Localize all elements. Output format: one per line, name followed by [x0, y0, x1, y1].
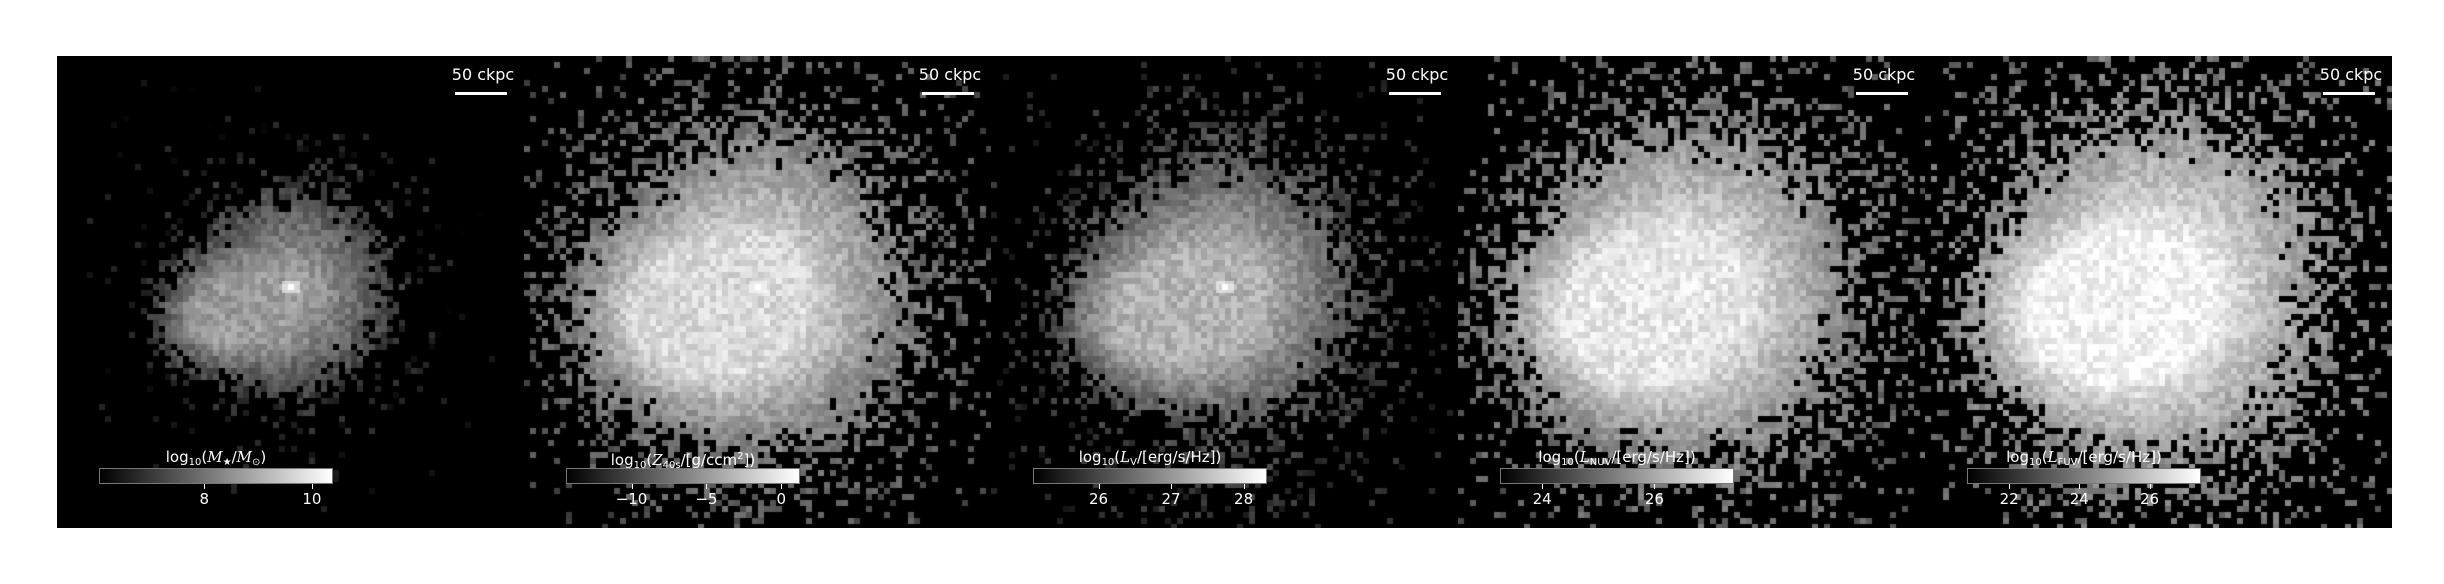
panel-nuv-luminosity: 50 ckpc log10(LNUV/[erg/s/Hz]) 24 26: [1458, 56, 1925, 528]
colorbar-tick: [2149, 484, 2151, 489]
stellar-mass-map-image: [57, 56, 524, 528]
colorbar-tick: [1654, 484, 1656, 489]
scale-bar: [2323, 92, 2375, 95]
panel-stellar-mass: 50 ckpc log10(M★/M⊙) 8 10: [57, 56, 524, 528]
metal-density-map-image: [524, 56, 991, 528]
colorbar-label: log10(M★/M⊙): [165, 448, 267, 468]
scale-bar: [1389, 92, 1441, 95]
colorbar-tick-label: 27: [1161, 490, 1181, 508]
colorbar-tick: [2009, 484, 2011, 489]
colorbar-tick: [204, 484, 206, 489]
panel-fuv-luminosity: 50 ckpc log10(LFUV/[erg/s/Hz]) 22 24 26: [1925, 56, 2392, 528]
v-luminosity-map-image: [991, 56, 1458, 528]
colorbar-label: log10(LV/[erg/s/Hz]): [1078, 448, 1222, 468]
panel-metals: 50 ckpc log10(Z40s/[g/ccm2]) −10 −5 0: [524, 56, 991, 528]
colorbar-label: log10(Z40s/[g/ccm2]): [610, 451, 756, 471]
scale-bar-label: 50 ckpc: [1852, 65, 1916, 84]
scale-bar: [455, 92, 507, 95]
colorbar-label: log10(LFUV/[erg/s/Hz]): [2006, 448, 2162, 468]
colorbar-tick-label: 26: [2139, 490, 2160, 508]
colorbar-tick: [1098, 484, 1100, 489]
scale-bar-label: 50 ckpc: [918, 65, 982, 84]
colorbar-tick-label: −5: [695, 490, 718, 508]
colorbar-tick: [1243, 484, 1245, 489]
colorbar-tick-label: 0: [776, 490, 787, 508]
colorbar-tick: [1542, 484, 1544, 489]
panel-v-luminosity: 50 ckpc log10(LV/[erg/s/Hz]) 26 27 28: [991, 56, 1458, 528]
colorbar: [1500, 468, 1734, 484]
colorbar-tick-label: 28: [1234, 490, 1254, 508]
colorbar-tick-label: 26: [1644, 490, 1664, 508]
scale-bar: [922, 92, 974, 95]
colorbar-tick-label: 10: [302, 490, 322, 508]
nuv-luminosity-map-image: [1458, 56, 1925, 528]
scale-bar-label: 50 ckpc: [2319, 65, 2383, 84]
colorbar: [1033, 468, 1267, 484]
fuv-luminosity-map-image: [1925, 56, 2392, 528]
colorbar-tick-label: 26: [1088, 490, 1109, 508]
colorbar-tick: [631, 484, 633, 489]
colorbar-tick: [311, 484, 313, 489]
figure-canvas: 50 ckpc log10(M★/M⊙) 8 10 50 ckpc log10(…: [57, 56, 2392, 528]
colorbar-tick: [781, 484, 783, 489]
colorbar-tick: [706, 484, 708, 489]
colorbar-tick-label: 22: [1999, 490, 2019, 508]
colorbar: [1967, 468, 2201, 484]
colorbar-tick-label: 24: [1532, 490, 1552, 508]
scale-bar: [1856, 92, 1908, 95]
colorbar: [566, 468, 800, 484]
colorbar-label: log10(LNUV/[erg/s/Hz]): [1538, 448, 1696, 468]
colorbar-tick: [1171, 484, 1173, 489]
colorbar-tick-label: 24: [2069, 490, 2089, 508]
scale-bar-label: 50 ckpc: [1385, 65, 1449, 84]
colorbar-tick: [2079, 484, 2081, 489]
scale-bar-label: 50 ckpc: [451, 65, 515, 84]
colorbar-tick-label: −10: [615, 490, 648, 508]
colorbar: [99, 468, 333, 484]
colorbar-tick-label: 8: [199, 490, 210, 508]
